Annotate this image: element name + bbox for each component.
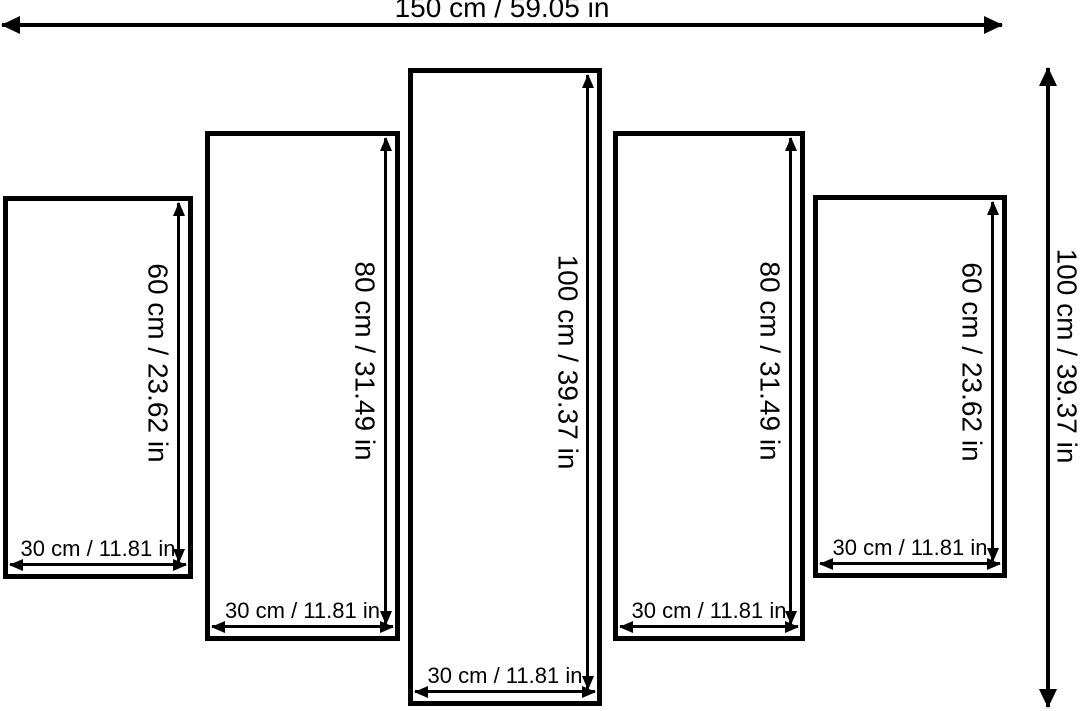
- panel-3-width-label: 30 cm / 11.81 in: [427, 663, 583, 688]
- panel-2-height-arrow: [384, 138, 387, 624]
- panel-2-height-label: 80 cm / 31.49 in: [350, 261, 382, 461]
- panel-1-height-label: 60 cm / 23.62 in: [143, 262, 175, 463]
- total-height-label: 100 cm / 39.37 in: [1051, 248, 1080, 463]
- panel-2-width-label: 30 cm / 11.81 in: [225, 598, 380, 623]
- panel-5-height-arrow: [991, 202, 994, 561]
- total-width-arrow: [2, 23, 1002, 27]
- panel-1-height-arrow: [177, 203, 180, 562]
- total-height-arrow: [1046, 68, 1050, 707]
- canvas-panel-2: 80 cm / 31.49 in 30 cm / 11.81 in: [205, 131, 400, 641]
- canvas-panel-3: 100 cm / 39.37 in 30 cm / 11.81 in: [408, 68, 602, 706]
- panel-5-width-label: 30 cm / 11.81 in: [832, 535, 988, 560]
- panel-4-height-label: 80 cm / 31.49 in: [755, 261, 787, 461]
- canvas-panel-5: 60 cm / 23.62 in 30 cm / 11.81 in: [813, 195, 1007, 578]
- canvas-panel-4: 80 cm / 31.49 in 30 cm / 11.81 in: [613, 131, 805, 641]
- panel-4-height-arrow: [789, 138, 792, 624]
- canvas-panel-1: 60 cm / 23.62 in 30 cm / 11.81 in: [3, 196, 193, 579]
- panel-3-width-arrow: [415, 690, 595, 693]
- panel-3-height-label: 100 cm / 39.37 in: [552, 254, 583, 470]
- panel-4-width-arrow: [620, 625, 798, 628]
- panel-4-width-label: 30 cm / 11.81 in: [631, 598, 787, 623]
- panel-5-height-label: 60 cm / 23.62 in: [957, 261, 989, 462]
- panel-3-height-arrow: [586, 75, 589, 689]
- panel-1-width-arrow: [10, 563, 186, 566]
- panel-5-width-arrow: [820, 562, 1000, 565]
- panel-2-width-arrow: [212, 625, 393, 628]
- total-width-label: 150 cm / 59.05 in: [394, 0, 610, 23]
- panel-1-width-label: 30 cm / 11.81 in: [20, 536, 176, 561]
